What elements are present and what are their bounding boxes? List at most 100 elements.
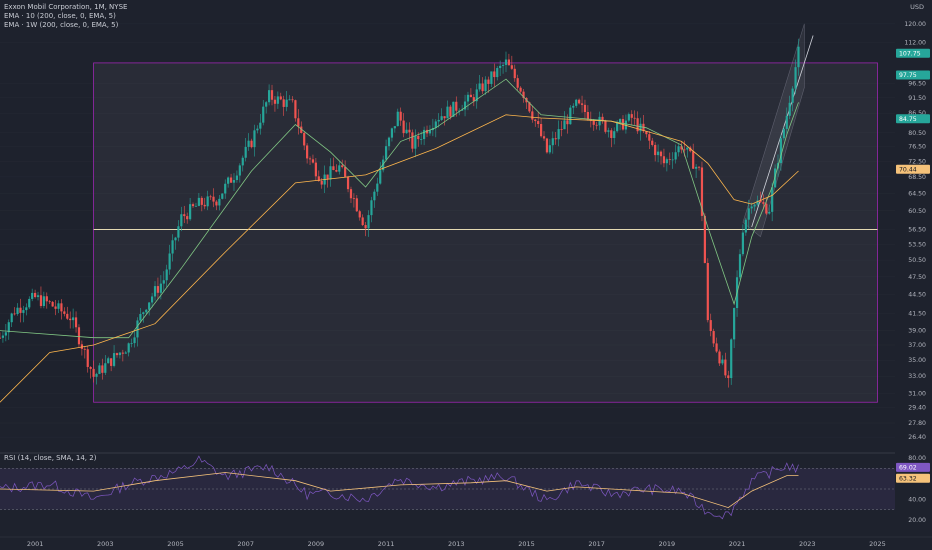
candle-body[interactable] — [253, 130, 256, 148]
candle-body[interactable] — [656, 151, 660, 156]
candle-body[interactable] — [367, 215, 370, 229]
candle-body[interactable] — [124, 352, 127, 354]
candle-body[interactable] — [747, 208, 750, 220]
candle-body[interactable] — [387, 137, 391, 147]
candle-body[interactable] — [721, 359, 724, 364]
candle-body[interactable] — [98, 365, 101, 374]
candle-body[interactable] — [0, 337, 2, 339]
candle-body[interactable] — [472, 97, 475, 102]
candle-body[interactable] — [279, 96, 282, 100]
candle-body[interactable] — [513, 68, 516, 79]
candle-body[interactable] — [750, 206, 753, 209]
candle-body[interactable] — [224, 183, 227, 194]
candle-body[interactable] — [191, 204, 195, 207]
candle-body[interactable] — [63, 311, 66, 314]
candle-body[interactable] — [411, 132, 414, 149]
candle-body[interactable] — [396, 111, 399, 127]
rsi-ma-line[interactable] — [0, 472, 799, 509]
candle-body[interactable] — [162, 280, 165, 284]
candle-body[interactable] — [765, 203, 768, 214]
candle-body[interactable] — [218, 198, 221, 206]
candle-body[interactable] — [247, 140, 250, 147]
candle-body[interactable] — [417, 135, 420, 140]
candle-body[interactable] — [420, 139, 423, 140]
candle-body[interactable] — [54, 306, 57, 309]
candle-body[interactable] — [89, 366, 92, 369]
candle-body[interactable] — [373, 191, 376, 201]
candle-body[interactable] — [133, 337, 136, 344]
candle-body[interactable] — [376, 183, 379, 192]
candle-body[interactable] — [177, 226, 180, 238]
candle-body[interactable] — [48, 301, 51, 303]
candle-body[interactable] — [651, 140, 654, 145]
candle-body[interactable] — [358, 211, 361, 218]
candle-body[interactable] — [463, 101, 467, 110]
candle-body[interactable] — [771, 187, 774, 212]
candle-body[interactable] — [703, 215, 706, 263]
candle-body[interactable] — [370, 200, 373, 216]
candle-body[interactable] — [153, 286, 157, 297]
candle-body[interactable] — [633, 117, 636, 119]
candle-body[interactable] — [244, 146, 247, 158]
candle-body[interactable] — [440, 116, 443, 120]
candle-body[interactable] — [270, 90, 274, 100]
candle-body[interactable] — [654, 144, 657, 156]
candle-body[interactable] — [475, 89, 478, 102]
candle-body[interactable] — [566, 120, 569, 125]
candle-body[interactable] — [232, 180, 236, 183]
candle-body[interactable] — [332, 166, 335, 171]
candle-body[interactable] — [382, 159, 385, 171]
candle-body[interactable] — [130, 343, 133, 344]
candle-body[interactable] — [499, 65, 502, 69]
candle-body[interactable] — [300, 126, 303, 133]
candle-body[interactable] — [200, 197, 203, 205]
candle-body[interactable] — [478, 83, 481, 90]
candle-body[interactable] — [709, 320, 712, 332]
candle-body[interactable] — [563, 120, 566, 130]
candle-body[interactable] — [60, 303, 63, 312]
candle-body[interactable] — [598, 116, 601, 126]
candle-body[interactable] — [66, 313, 69, 319]
candle-body[interactable] — [74, 317, 78, 328]
candle-body[interactable] — [314, 162, 317, 177]
candle-body[interactable] — [645, 131, 648, 135]
candle-body[interactable] — [616, 122, 619, 132]
candle-body[interactable] — [727, 375, 730, 379]
candle-body[interactable] — [522, 91, 525, 98]
candle-body[interactable] — [16, 307, 19, 315]
candle-body[interactable] — [671, 159, 674, 161]
candle-body[interactable] — [706, 262, 709, 321]
candle-body[interactable] — [434, 121, 437, 129]
candle-body[interactable] — [115, 353, 119, 356]
candle-body[interactable] — [542, 136, 546, 139]
candle-body[interactable] — [595, 124, 598, 126]
candle-body[interactable] — [72, 317, 75, 321]
candle-body[interactable] — [446, 106, 449, 119]
candle-body[interactable] — [118, 352, 122, 356]
candle-body[interactable] — [338, 165, 341, 172]
ema10-line[interactable] — [0, 78, 799, 339]
range-rectangle[interactable] — [93, 62, 878, 403]
candle-body[interactable] — [586, 112, 589, 120]
rsi-line[interactable] — [0, 455, 799, 520]
candle-body[interactable] — [215, 201, 218, 206]
candle-body[interactable] — [352, 198, 356, 200]
candle-body[interactable] — [677, 146, 680, 153]
candle-body[interactable] — [346, 176, 350, 190]
candle-body[interactable] — [481, 83, 484, 92]
candle-body[interactable] — [627, 114, 630, 121]
candle-body[interactable] — [150, 296, 154, 303]
candle-body[interactable] — [291, 99, 294, 101]
candle-body[interactable] — [265, 102, 268, 107]
candle-body[interactable] — [19, 307, 22, 313]
trend-line[interactable] — [751, 35, 814, 228]
candle-body[interactable] — [197, 197, 200, 206]
ema1w-line[interactable] — [0, 114, 799, 403]
candle-body[interactable] — [139, 314, 142, 321]
candle-body[interactable] — [183, 214, 186, 217]
candle-body[interactable] — [227, 177, 230, 184]
candle-body[interactable] — [768, 211, 771, 214]
candle-body[interactable] — [101, 365, 104, 373]
candle-body[interactable] — [221, 193, 224, 199]
candle-body[interactable] — [273, 99, 277, 104]
